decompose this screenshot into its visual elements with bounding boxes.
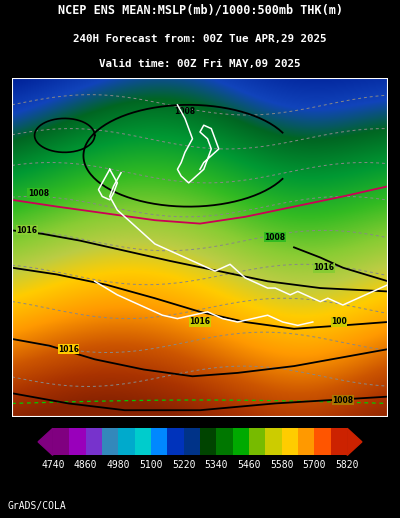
Text: 100: 100 bbox=[331, 318, 347, 326]
Bar bbox=[216, 428, 233, 455]
Text: 1016: 1016 bbox=[314, 263, 334, 272]
Bar bbox=[151, 428, 167, 455]
Text: 1016: 1016 bbox=[16, 226, 38, 235]
Text: 5580: 5580 bbox=[270, 460, 294, 470]
Bar bbox=[118, 428, 134, 455]
Text: 1008: 1008 bbox=[28, 189, 49, 197]
Bar bbox=[53, 428, 69, 455]
Text: 5100: 5100 bbox=[139, 460, 163, 470]
Text: 1016: 1016 bbox=[190, 318, 210, 326]
Bar bbox=[314, 428, 331, 455]
Text: 1008: 1008 bbox=[174, 107, 196, 116]
Bar bbox=[86, 428, 102, 455]
Bar bbox=[331, 428, 347, 455]
Polygon shape bbox=[347, 428, 362, 455]
Text: 4860: 4860 bbox=[74, 460, 97, 470]
Text: 5340: 5340 bbox=[205, 460, 228, 470]
Bar bbox=[167, 428, 184, 455]
Bar bbox=[233, 428, 249, 455]
Text: 1008: 1008 bbox=[265, 233, 286, 242]
Polygon shape bbox=[38, 428, 53, 455]
Text: 5820: 5820 bbox=[336, 460, 359, 470]
Bar bbox=[184, 428, 200, 455]
Text: 4980: 4980 bbox=[106, 460, 130, 470]
Text: Valid time: 00Z Fri MAY,09 2025: Valid time: 00Z Fri MAY,09 2025 bbox=[99, 59, 301, 68]
Text: 5220: 5220 bbox=[172, 460, 195, 470]
Text: 5700: 5700 bbox=[303, 460, 326, 470]
Bar bbox=[102, 428, 118, 455]
Bar bbox=[249, 428, 266, 455]
Bar bbox=[134, 428, 151, 455]
Text: GrADS/COLA: GrADS/COLA bbox=[8, 501, 67, 511]
Text: 5460: 5460 bbox=[237, 460, 261, 470]
Bar bbox=[266, 428, 282, 455]
Text: 1008: 1008 bbox=[332, 396, 354, 405]
Text: NCEP ENS MEAN:MSLP(mb)/1000:500mb THK(m): NCEP ENS MEAN:MSLP(mb)/1000:500mb THK(m) bbox=[58, 4, 342, 17]
Text: 1016: 1016 bbox=[58, 344, 79, 354]
Bar bbox=[298, 428, 314, 455]
Bar bbox=[69, 428, 86, 455]
Text: 4740: 4740 bbox=[41, 460, 64, 470]
Bar bbox=[282, 428, 298, 455]
Bar bbox=[200, 428, 216, 455]
Text: 240H Forecast from: 00Z Tue APR,29 2025: 240H Forecast from: 00Z Tue APR,29 2025 bbox=[73, 34, 327, 44]
